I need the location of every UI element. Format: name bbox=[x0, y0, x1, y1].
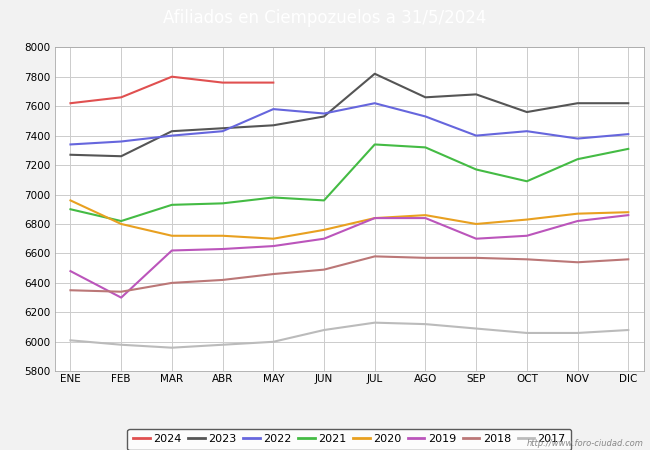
Text: http://www.foro-ciudad.com: http://www.foro-ciudad.com bbox=[526, 439, 644, 448]
Text: Afiliados en Ciempozuelos a 31/5/2024: Afiliados en Ciempozuelos a 31/5/2024 bbox=[163, 9, 487, 27]
Legend: 2024, 2023, 2022, 2021, 2020, 2019, 2018, 2017: 2024, 2023, 2022, 2021, 2020, 2019, 2018… bbox=[127, 429, 571, 450]
